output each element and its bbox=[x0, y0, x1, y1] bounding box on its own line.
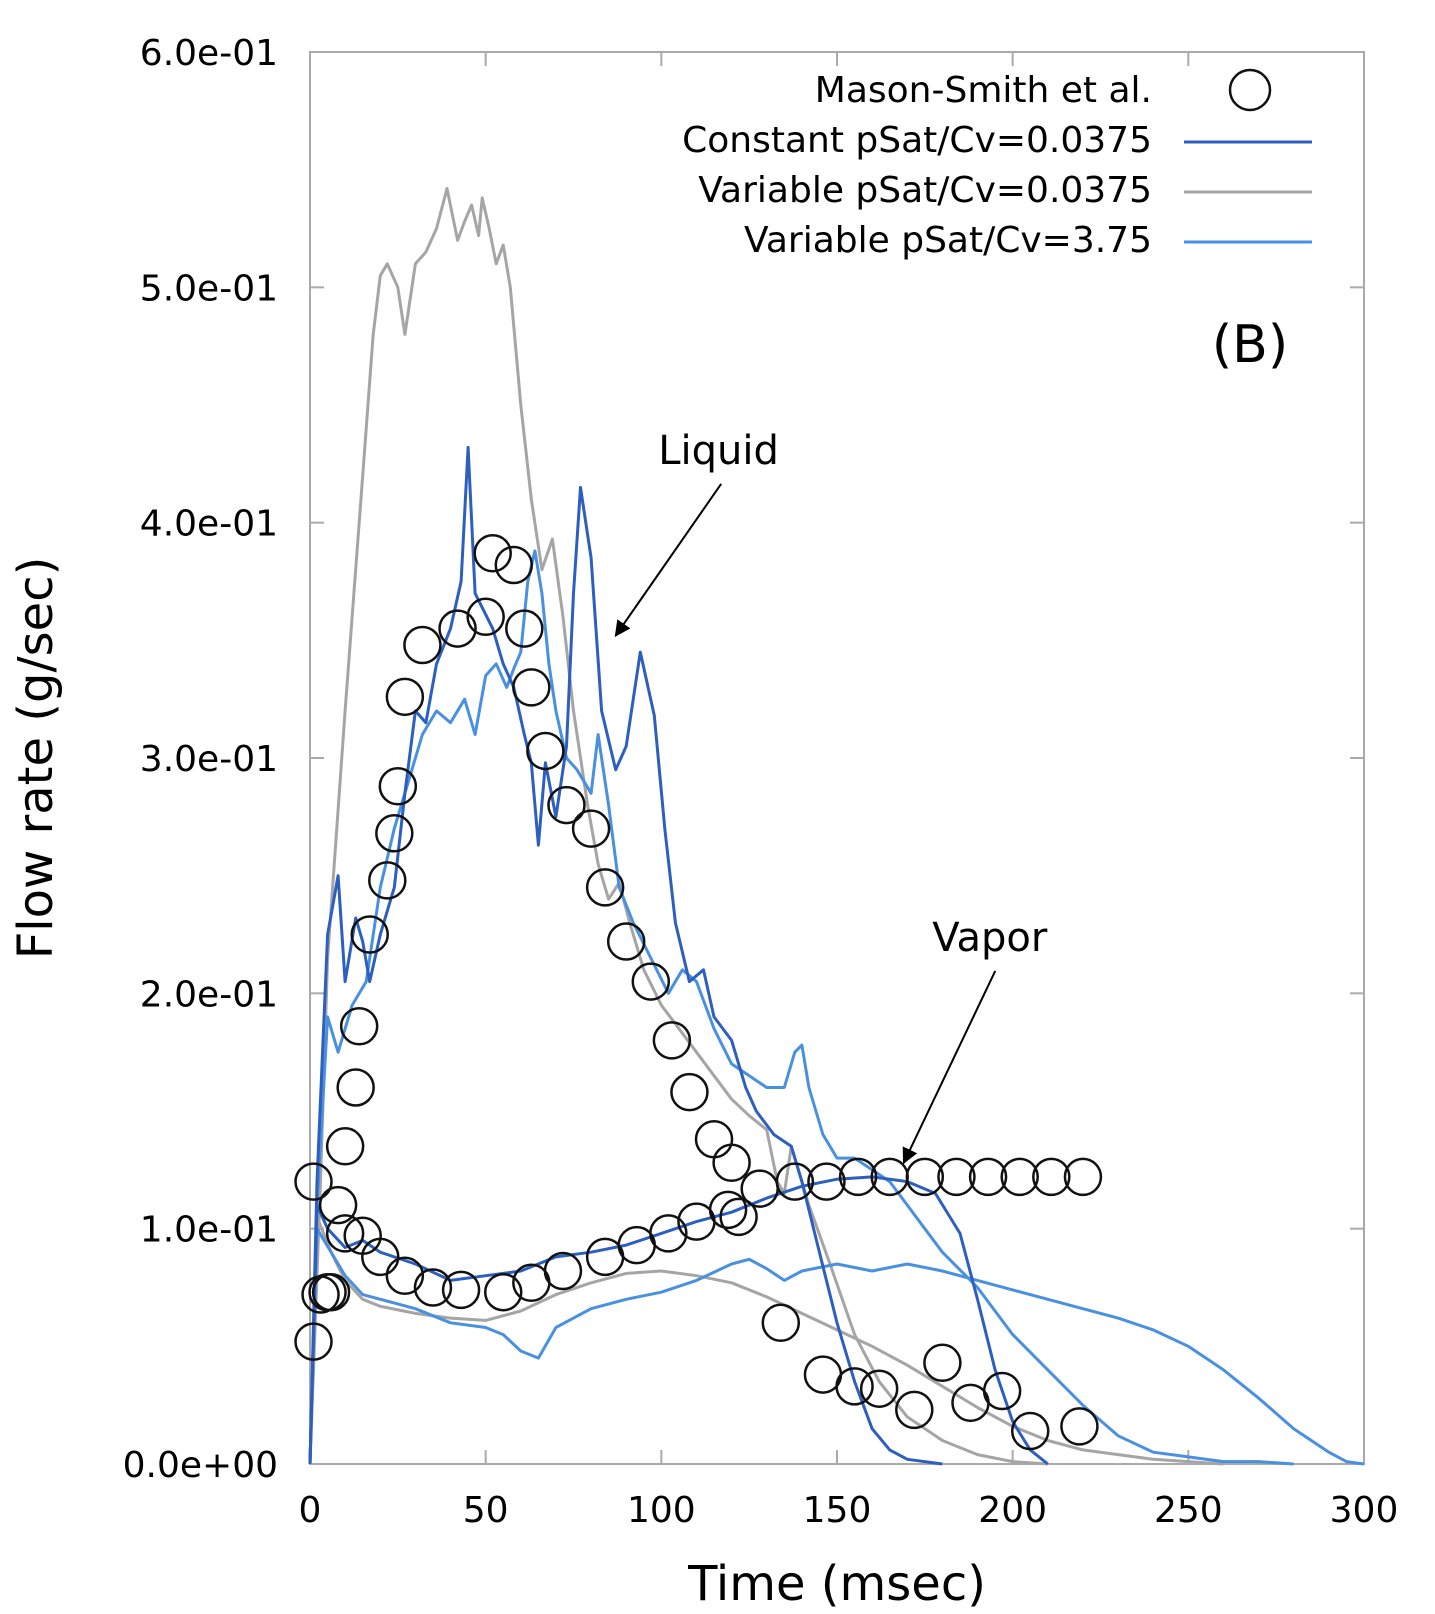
y-tick-label: 4.0e-01 bbox=[140, 504, 278, 545]
data-point-circle bbox=[859, 1369, 899, 1408]
data-point-circle bbox=[339, 1007, 379, 1046]
series-line-3-0 bbox=[308, 549, 1294, 1466]
data-point-circle bbox=[631, 962, 671, 1001]
data-point-circle bbox=[719, 1197, 758, 1237]
data-point-circle bbox=[294, 1162, 333, 1201]
x-axis-title: Time (msec) bbox=[687, 1556, 986, 1612]
x-tick-label: 300 bbox=[1330, 1490, 1399, 1531]
series-layer bbox=[294, 187, 1365, 1466]
x-tick-label: 200 bbox=[978, 1490, 1047, 1531]
annotation-label: Vapor bbox=[932, 915, 1048, 961]
data-point-circle bbox=[571, 809, 611, 848]
data-point-circle bbox=[712, 1143, 751, 1183]
data-point-circle bbox=[505, 609, 544, 648]
data-point-circle bbox=[325, 1214, 365, 1253]
data-point-circle bbox=[311, 1272, 351, 1312]
data-point-circle bbox=[466, 597, 505, 637]
data-point-circle bbox=[807, 1162, 846, 1201]
data-point-circle bbox=[761, 1303, 801, 1343]
data-point-circle bbox=[895, 1390, 934, 1430]
series-line-3-1 bbox=[308, 1227, 1365, 1466]
data-point-circle bbox=[483, 1272, 523, 1312]
data-point-circle bbox=[1000, 1157, 1039, 1197]
data-point-circle bbox=[350, 915, 389, 954]
x-tick-label: 250 bbox=[1154, 1490, 1223, 1531]
data-point-circle bbox=[982, 1371, 1022, 1411]
data-point-circle bbox=[968, 1157, 1008, 1197]
data-point-circle bbox=[1060, 1407, 1099, 1446]
data-point-circle bbox=[438, 609, 477, 648]
data-point-circle bbox=[512, 668, 551, 707]
data-point-circle bbox=[652, 1021, 692, 1060]
data-point-circle bbox=[526, 731, 565, 771]
data-point-circle bbox=[378, 766, 418, 806]
data-point-circle bbox=[385, 1256, 425, 1295]
data-point-circle bbox=[547, 785, 586, 825]
data-point-circle bbox=[441, 1270, 481, 1310]
data-point-circle bbox=[403, 625, 442, 665]
x-tick-label: 50 bbox=[463, 1490, 509, 1531]
data-point-circle bbox=[494, 545, 534, 585]
annotation-arrow bbox=[902, 970, 997, 1165]
data-point-circle bbox=[838, 1157, 878, 1197]
data-point-circle bbox=[361, 1237, 400, 1277]
y-tick-label: 0.0e+00 bbox=[123, 1445, 278, 1486]
y-axis-ticks: 0.0e+00 1.0e-01 2.0e-01 3.0e-01 4.0e-01 5.0e-… bbox=[123, 33, 1364, 1486]
legend-label: Variable pSat/Cv=3.75 bbox=[744, 220, 1152, 261]
data-point-circle bbox=[413, 1268, 453, 1307]
annotation-label: Liquid bbox=[658, 428, 779, 474]
data-point-circle bbox=[368, 861, 407, 900]
data-point-circle bbox=[325, 1127, 365, 1166]
y-axis-title: Flow rate (g/sec) bbox=[8, 557, 64, 960]
y-tick-label: 6.0e-01 bbox=[140, 33, 278, 74]
y-tick-label: 1.0e-01 bbox=[140, 1210, 278, 1251]
data-point-circle bbox=[937, 1157, 976, 1197]
y-tick-label: 5.0e-01 bbox=[140, 268, 278, 309]
plot-frame bbox=[309, 51, 1365, 1465]
legend-marker-circle bbox=[1228, 68, 1272, 112]
series-line-2-1 bbox=[308, 1215, 1224, 1466]
x-tick-label: 150 bbox=[803, 1490, 872, 1531]
legend: Mason-Smith et al. Constant pSat/Cv=0.037… bbox=[682, 68, 1312, 261]
legend-label: Mason-Smith et al. bbox=[815, 70, 1152, 111]
data-point-circle bbox=[923, 1343, 962, 1383]
legend-label: Constant pSat/Cv=0.0375 bbox=[682, 120, 1152, 161]
x-tick-label: 0 bbox=[299, 1490, 322, 1531]
data-point-circle bbox=[835, 1367, 874, 1406]
data-point-circle bbox=[318, 1185, 358, 1225]
data-point-circle bbox=[385, 677, 425, 717]
annotation-arrow bbox=[614, 483, 723, 637]
data-point-circle bbox=[708, 1190, 748, 1230]
data-point-circle bbox=[375, 814, 414, 853]
legend-label: Variable pSat/Cv=0.0375 bbox=[698, 170, 1152, 211]
data-point-circle bbox=[649, 1214, 688, 1253]
data-point-circle bbox=[775, 1162, 815, 1201]
data-point-circle bbox=[670, 1072, 709, 1112]
y-tick-label: 3.0e-01 bbox=[140, 739, 278, 780]
series-line-1-0 bbox=[308, 445, 943, 1466]
data-point-circle bbox=[1063, 1157, 1103, 1197]
data-point-circle bbox=[585, 868, 625, 907]
annotations: Liquid Vapor bbox=[614, 428, 1048, 1165]
x-tick-label: 100 bbox=[627, 1490, 696, 1531]
y-tick-label: 2.0e-01 bbox=[140, 974, 278, 1015]
data-point-circle bbox=[543, 1251, 583, 1291]
data-point-circle bbox=[336, 1068, 375, 1107]
data-point-circle bbox=[694, 1119, 734, 1159]
data-point-circle bbox=[1010, 1411, 1050, 1451]
data-point-circle bbox=[473, 534, 512, 573]
data-point-circle bbox=[294, 1322, 333, 1361]
data-point-circle bbox=[905, 1157, 945, 1197]
data-point-circle bbox=[606, 922, 646, 961]
x-axis-ticks: 0 50 100 150 200 250 300 bbox=[299, 52, 1399, 1531]
panel-label: (B) bbox=[1212, 315, 1288, 375]
data-point-circle bbox=[1032, 1157, 1071, 1197]
